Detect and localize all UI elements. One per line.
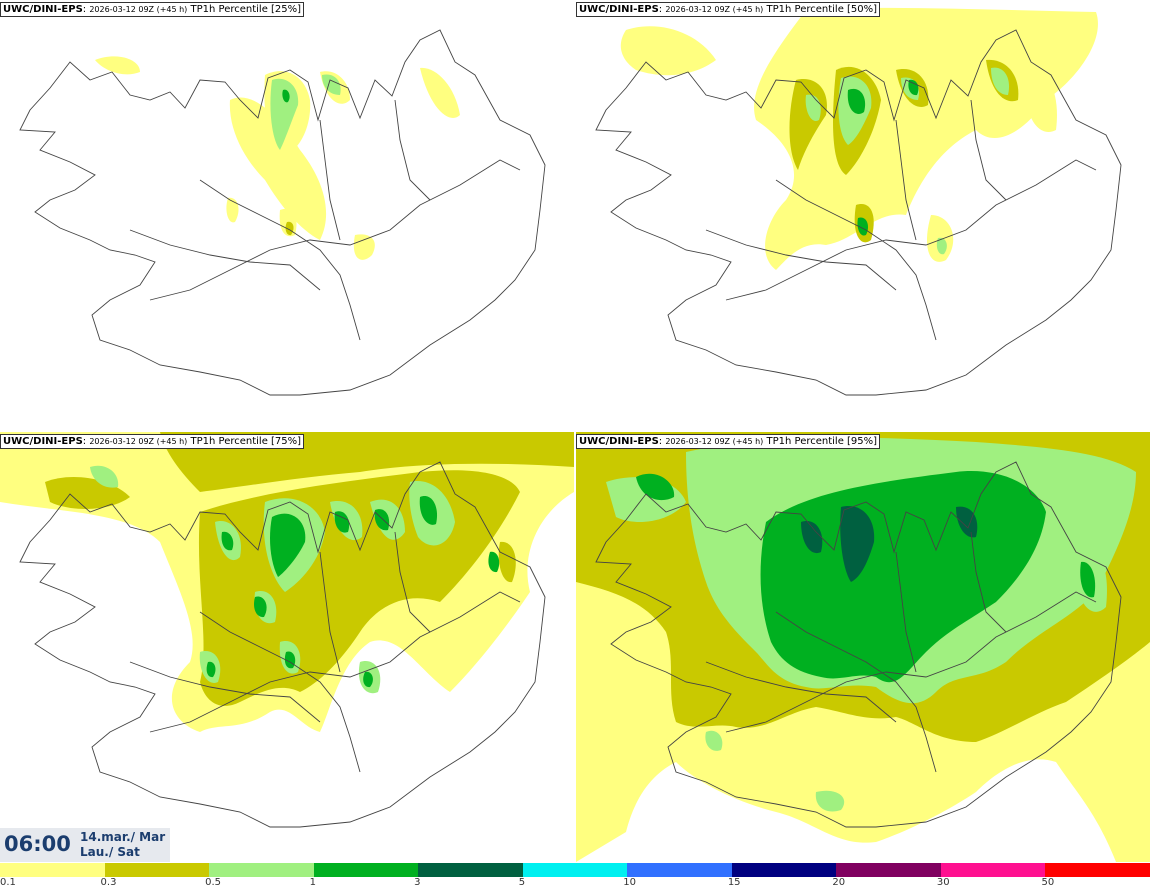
- legend-tick-label: 10: [623, 877, 636, 888]
- legend-swatch: [209, 863, 314, 877]
- iceland-coastline: [19, 461, 546, 828]
- valid-time-clock: 06:00: [4, 832, 71, 856]
- map-panel-p50: UWC/DINI-EPS: 2026-03-12 09Z (+45 h) TP1…: [576, 0, 1150, 430]
- precip-map: [576, 432, 1150, 862]
- legend-tick-label: 50: [1041, 877, 1055, 888]
- map-panel-p75: UWC/DINI-EPS: 2026-03-12 09Z (+45 h) TP1…: [0, 432, 574, 862]
- valid-weekday-line: Lau./ Sat: [80, 845, 140, 859]
- panel-title: UWC/DINI-EPS: 2026-03-12 09Z (+45 h) TP1…: [576, 2, 881, 17]
- panel-title: UWC/DINI-EPS: 2026-03-12 09Z (+45 h) TP1…: [0, 434, 305, 449]
- legend-swatch: [418, 863, 523, 877]
- legend-swatch: [522, 863, 628, 877]
- iceland-coastline: [595, 461, 1122, 828]
- legend-tick-label: 0.1: [0, 877, 16, 888]
- legend-tick-label: 3: [414, 877, 421, 888]
- legend-swatch: [313, 863, 419, 877]
- panel-title: UWC/DINI-EPS: 2026-03-12 09Z (+45 h) TP1…: [0, 2, 305, 17]
- legend-tick-label: 30: [936, 877, 950, 888]
- precip-fill: [576, 432, 1150, 862]
- color-legend: [0, 863, 1150, 877]
- valid-time-box: 06:00 14.mar./ Mar Lau./ Sat: [0, 828, 170, 862]
- legend-swatch: [940, 863, 1046, 877]
- iceland-coastline: [595, 29, 1122, 396]
- precip-map: [0, 432, 574, 828]
- legend-tick-label: 0.5: [205, 877, 221, 888]
- legend-swatch: [1045, 863, 1150, 877]
- map-panel-p95: UWC/DINI-EPS: 2026-03-12 09Z (+45 h) TP1…: [576, 432, 1150, 862]
- precip-fill: [620, 7, 1098, 271]
- legend-tick-label: 15: [727, 877, 741, 888]
- legend-tick-label: 20: [832, 877, 846, 888]
- legend-tick-label: 5: [518, 877, 526, 888]
- valid-date-line: 14.mar./ Mar: [80, 830, 166, 844]
- legend-swatch: [731, 863, 837, 877]
- precip-map: [19, 29, 546, 396]
- iceland-coastline: [19, 29, 546, 396]
- precip-fill: [95, 56, 460, 260]
- legend-swatch: [627, 863, 732, 877]
- panel-title: UWC/DINI-EPS: 2026-03-12 09Z (+45 h) TP1…: [576, 434, 881, 449]
- precip-map: [595, 7, 1122, 396]
- precip-fill: [0, 432, 574, 732]
- legend-swatch: [104, 863, 210, 877]
- legend-swatch: [836, 863, 941, 877]
- map-panel-p25: UWC/DINI-EPS: 2026-03-12 09Z (+45 h) TP1…: [0, 0, 574, 430]
- legend-swatch: [0, 863, 105, 877]
- legend-tick-label: 0.3: [100, 877, 117, 888]
- legend-tick-label: 1: [309, 877, 316, 888]
- valid-time-date: 14.mar./ Mar Lau./ Sat: [80, 830, 165, 860]
- legend-ticks: 0.1 0.3 0.5 1 3 5 10 15 20 30 50: [0, 877, 1150, 891]
